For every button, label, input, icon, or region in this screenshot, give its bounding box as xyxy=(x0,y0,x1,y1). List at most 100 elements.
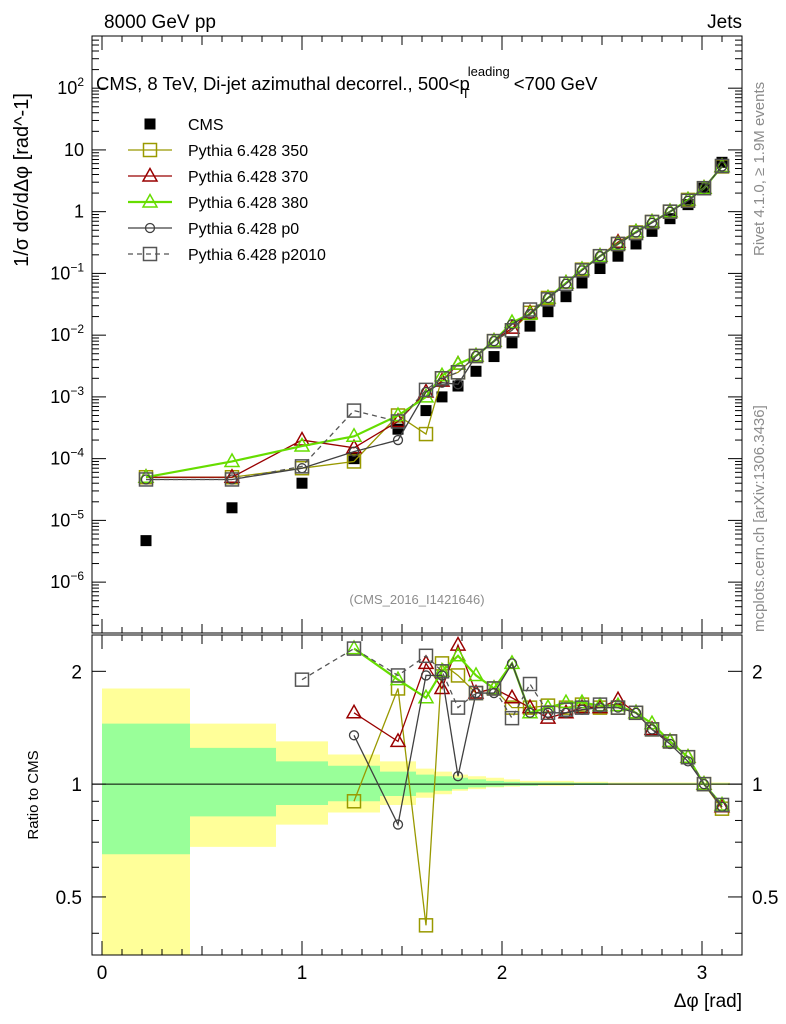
ratio-point xyxy=(452,771,464,782)
ratio-y-tick-label: 0.5 xyxy=(56,888,82,909)
legend-item-pythia-6-428-370: Pythia 6.428 370 xyxy=(128,166,308,186)
data-point xyxy=(506,337,518,349)
data-point xyxy=(696,180,712,196)
data-point xyxy=(594,251,606,262)
legend-label: Pythia 6.428 370 xyxy=(188,169,308,186)
legend-item-pythia-6-428-350: Pythia 6.428 350 xyxy=(128,142,308,160)
data-point xyxy=(698,183,710,194)
mcplots-label: mcplots.cern.ch [arXiv:1306.3436] xyxy=(751,405,768,632)
legend-item-cms: CMS xyxy=(144,117,224,134)
green-uncertainty-band xyxy=(102,723,730,855)
legend-label: Pythia 6.428 380 xyxy=(188,195,308,212)
data-point xyxy=(452,379,464,390)
data-point xyxy=(644,214,660,230)
legend-item-pythia-6-428-380: Pythia 6.428 380 xyxy=(128,192,308,212)
ratio-point xyxy=(644,722,660,737)
ratio-point xyxy=(486,681,502,696)
main-plot-panel: 10−6 10−5 10−4 10−3 10−2 10−1 1 10 102 CMS, 8 Te… xyxy=(11,35,743,634)
series-pythia-6-428-p2010 xyxy=(138,158,730,487)
legend-item-pythia-6-428-p2010: Pythia 6.428 p2010 xyxy=(128,246,326,264)
y-tick-label: 10−6 xyxy=(50,569,84,592)
ratio-point xyxy=(539,709,557,724)
ratio-point xyxy=(503,688,521,704)
data-point xyxy=(576,277,588,289)
data-point xyxy=(714,158,730,174)
ratio-point xyxy=(522,676,538,692)
data-point xyxy=(488,335,500,347)
ratio-point xyxy=(346,641,362,656)
ratio-point xyxy=(294,672,310,687)
data-point xyxy=(450,365,466,380)
series-line xyxy=(146,165,723,481)
data-point xyxy=(468,348,484,364)
data-point xyxy=(524,320,536,332)
legend-label: Pythia 6.428 p0 xyxy=(188,221,299,238)
ratio-y-tick-label: 2 xyxy=(71,662,82,683)
data-point xyxy=(504,323,520,338)
ratio-point xyxy=(574,700,590,715)
data-point xyxy=(294,459,310,474)
data-point xyxy=(646,217,658,228)
legend-label: Pythia 6.428 350 xyxy=(188,143,308,160)
legend-item-pythia-6-428-p0: Pythia 6.428 p0 xyxy=(128,221,299,238)
legend: CMS Pythia 6.428 350 Pythia 6.428 370 Pythi… xyxy=(128,117,326,264)
ratio-point xyxy=(504,710,520,726)
data-point xyxy=(138,472,154,487)
series-line xyxy=(145,165,723,479)
ratio-line xyxy=(301,647,723,806)
ratio-point xyxy=(542,707,554,718)
data-point xyxy=(594,263,606,275)
data-point xyxy=(418,382,434,398)
data-point xyxy=(346,403,362,418)
y-tick-label: 10−5 xyxy=(50,507,84,530)
y-tick-label: 1 xyxy=(74,202,84,222)
legend-marker xyxy=(144,118,156,130)
legend-marker xyxy=(144,222,156,234)
ratio-point xyxy=(560,707,572,718)
data-point xyxy=(560,291,572,303)
y-tick-label: 10−1 xyxy=(50,260,84,283)
ratio-point xyxy=(392,819,404,830)
y-axis-label: 1/σ dσ/dΔφ [rad^-1] xyxy=(11,93,33,267)
ratio-y-tick-label-right: 1 xyxy=(752,775,763,796)
data-point xyxy=(574,263,590,278)
ratio-point xyxy=(418,918,434,933)
data-point xyxy=(682,195,694,206)
ratio-y-tick-label-right: 0.5 xyxy=(752,888,778,909)
data-point xyxy=(433,366,451,382)
data-point xyxy=(296,477,308,489)
ratio-point xyxy=(557,693,575,709)
ratio-point xyxy=(506,658,518,669)
data-point xyxy=(540,292,556,307)
ratio-point xyxy=(450,668,466,683)
data-point xyxy=(293,437,311,452)
data-point xyxy=(486,333,502,349)
series-line xyxy=(146,166,723,478)
series-cms xyxy=(140,156,728,547)
ratio-point xyxy=(714,797,730,813)
chart-title: CMS, 8 TeV, Di-jet azimuthal decorrel., … xyxy=(96,64,598,101)
legend-marker xyxy=(141,192,159,208)
ratio-point xyxy=(470,687,482,699)
ratio-point xyxy=(436,670,448,681)
data-point xyxy=(345,438,363,454)
data-point xyxy=(612,250,624,262)
ratio-point xyxy=(558,702,574,717)
data-point xyxy=(226,502,238,514)
rivet-version-label: Rivet 4.1.0, ≥ 1.9M events xyxy=(751,82,768,256)
data-point xyxy=(436,391,448,403)
y-tick-label: 10−4 xyxy=(50,446,84,469)
legend-marker xyxy=(141,166,159,182)
data-point xyxy=(418,426,434,442)
x-tick-label: 2 xyxy=(497,963,508,984)
data-point xyxy=(392,434,404,446)
data-point xyxy=(716,161,728,172)
x-tick-label: 3 xyxy=(697,963,708,984)
ratio-point xyxy=(345,639,363,655)
data-point xyxy=(449,355,467,370)
data-point xyxy=(470,350,482,362)
data-point xyxy=(452,380,464,392)
data-point xyxy=(224,472,240,487)
ratio-point xyxy=(418,648,434,664)
